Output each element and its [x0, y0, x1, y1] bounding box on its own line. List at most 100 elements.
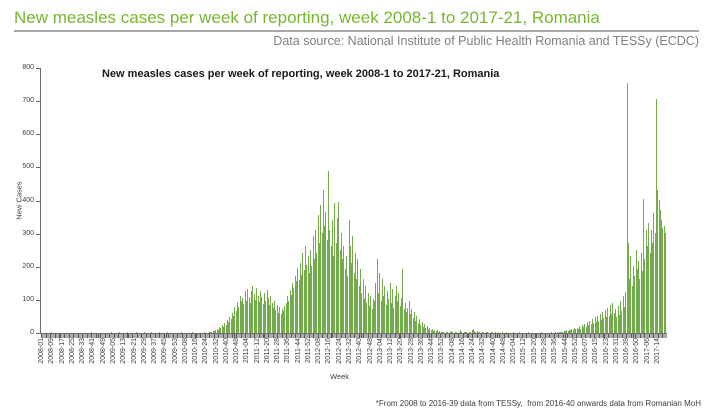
x-tick-label: 2015-36: [551, 338, 559, 364]
bar: [258, 301, 260, 333]
bar: [274, 301, 276, 333]
x-tick-label: 2014-48: [499, 338, 507, 364]
y-tick-mark: [36, 134, 40, 136]
bar: [231, 313, 233, 333]
bar: [644, 259, 646, 333]
x-tick-label: 2016-50: [633, 338, 641, 364]
bar: [267, 298, 269, 333]
bar: [424, 324, 426, 333]
x-tick-label: 2011-36: [284, 338, 292, 364]
bar: [158, 332, 160, 333]
x-tick-label: 2015-12: [520, 338, 528, 364]
bar: [322, 189, 324, 333]
bar: [371, 309, 373, 333]
x-axis-tick-strip: [41, 334, 667, 338]
bar: [447, 332, 449, 333]
bar: [470, 332, 472, 333]
x-tick-label: 2010-08: [181, 338, 189, 364]
bar: [634, 276, 636, 333]
bar: [383, 295, 385, 333]
bar: [239, 295, 241, 333]
x-tick-label: 2012-40: [356, 338, 364, 364]
page-title: New measles cases per week of reporting,…: [14, 8, 600, 27]
x-tick-label: 2010-24: [202, 338, 210, 364]
bar: [632, 266, 634, 333]
bar: [370, 295, 372, 333]
bar: [261, 297, 263, 333]
bar: [430, 330, 432, 333]
bar: [374, 301, 376, 333]
bar: [248, 296, 250, 333]
bar: [490, 331, 492, 333]
bar: [403, 309, 405, 333]
x-tick-label: 2011-28: [274, 338, 282, 364]
bar: [434, 329, 436, 333]
bar: [266, 289, 268, 333]
bar: [616, 317, 618, 333]
bar: [320, 205, 322, 333]
bar: [252, 285, 254, 333]
bar: [338, 201, 340, 333]
bar: [213, 331, 215, 333]
bar: [558, 332, 560, 333]
x-tick-label: 2016-23: [602, 338, 610, 364]
bar: [571, 329, 573, 333]
bar: [406, 312, 408, 333]
bar: [518, 332, 520, 333]
bar: [527, 332, 529, 333]
bar: [221, 325, 223, 333]
bar: [284, 306, 286, 333]
x-tick-label: 2008-49: [99, 338, 107, 364]
footnote: *From 2008 to 2016-39 data from TESSy, f…: [375, 399, 701, 408]
bar: [618, 315, 620, 333]
bar: [217, 329, 219, 333]
bar: [463, 331, 465, 333]
bar: [386, 291, 388, 333]
bar: [302, 253, 304, 333]
bar: [565, 331, 566, 333]
bar: [626, 82, 628, 333]
bar: [357, 259, 359, 333]
bar: [654, 232, 656, 333]
bar: [649, 252, 651, 333]
bar: [262, 303, 264, 333]
bar: [435, 331, 437, 333]
bar: [399, 305, 401, 333]
bar: [465, 332, 467, 333]
bar: [203, 332, 205, 333]
bar: [449, 332, 451, 333]
x-tick-label: 2008-25: [68, 338, 76, 364]
bar: [372, 299, 374, 333]
bar: [360, 269, 361, 333]
bar: [454, 332, 456, 333]
x-tick-label: 2016-31: [612, 338, 620, 364]
bar: [590, 324, 592, 333]
bar: [566, 330, 568, 333]
bar: [212, 331, 214, 333]
bar: [226, 320, 228, 333]
x-tick-label: 2013-52: [438, 338, 446, 364]
bar: [483, 332, 484, 333]
bar: [472, 329, 474, 333]
bar: [608, 316, 610, 333]
bar: [281, 308, 283, 333]
bar: [336, 218, 338, 333]
bar-series: [41, 68, 667, 333]
bar: [579, 326, 581, 333]
bar: [471, 329, 473, 333]
x-tick-label: 2008-41: [89, 338, 97, 364]
bar: [502, 332, 504, 333]
x-tick-label: 2016-15: [592, 338, 600, 364]
bar: [344, 269, 346, 333]
bar: [317, 215, 319, 333]
bar: [567, 331, 569, 333]
bar: [342, 259, 344, 333]
x-tick-label: 2014-08: [448, 338, 456, 364]
bar: [622, 295, 624, 333]
bar: [586, 322, 588, 333]
bar: [389, 282, 391, 333]
bar: [240, 300, 242, 333]
bar: [401, 297, 402, 333]
bar: [486, 332, 488, 333]
